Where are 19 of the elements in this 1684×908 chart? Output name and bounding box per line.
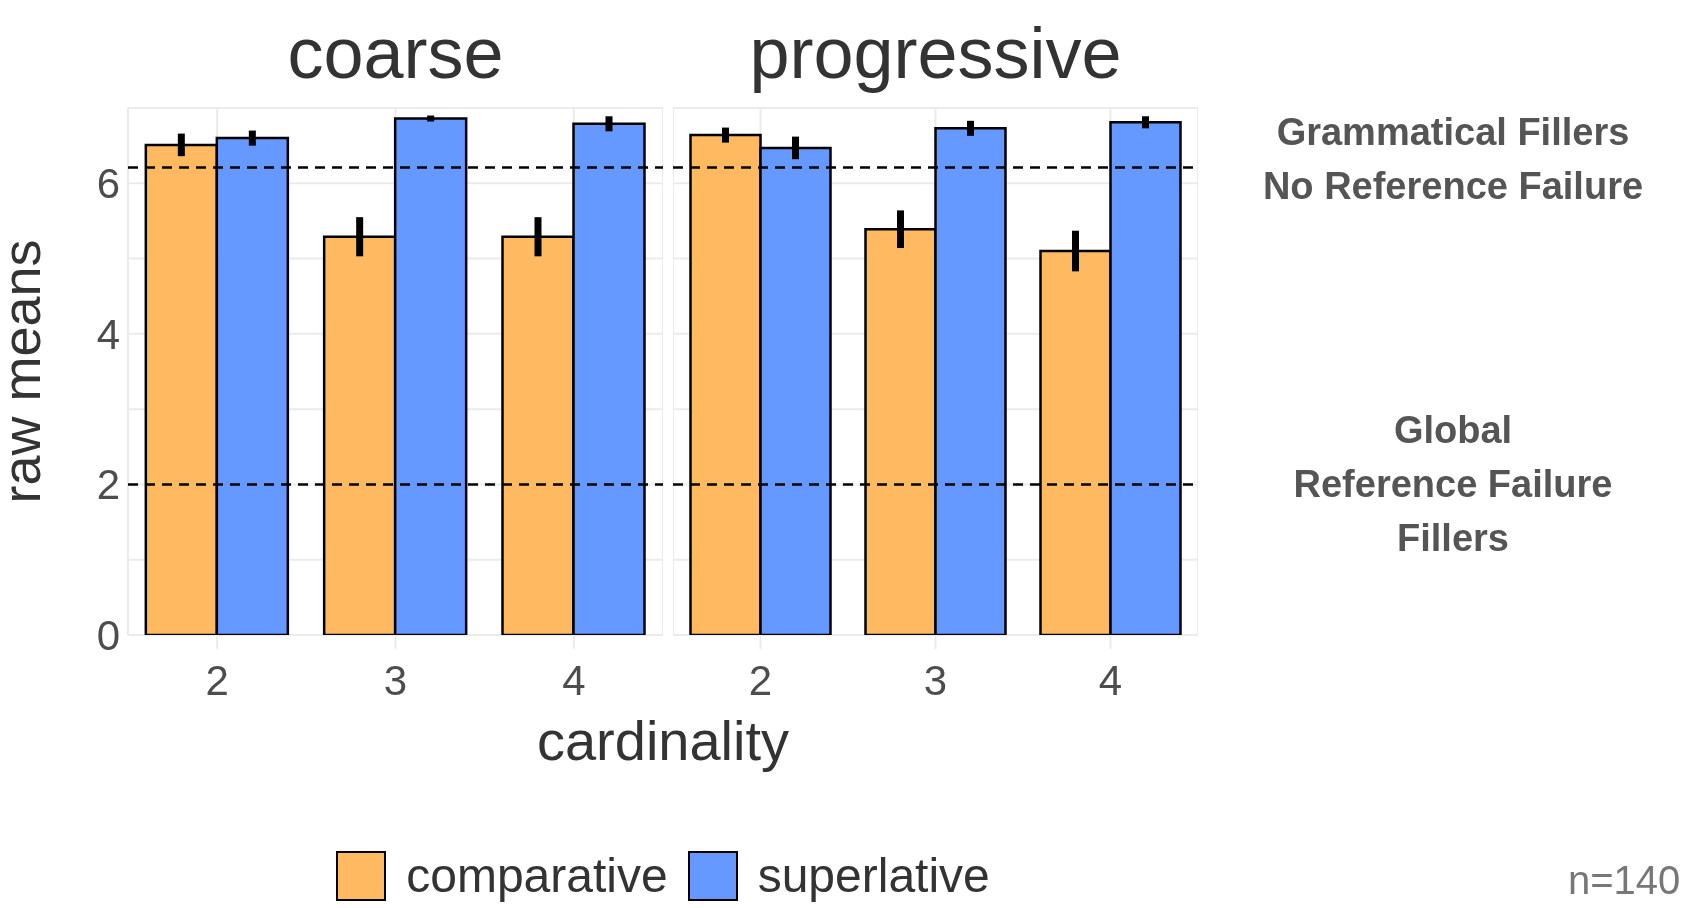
legend-label: comparative [406,848,668,903]
y-tick-label: 4 [96,310,120,358]
x-tick-label: 3 [923,656,948,704]
chart-title: coarse [286,12,505,95]
chart-title: progressive [748,12,1123,95]
y-axis-title: raw means [0,239,52,504]
x-tick-label: 2 [205,656,229,704]
x-tick-label: 4 [562,656,586,704]
y-tick-label: 0 [96,611,120,659]
x-tick-label: 3 [383,656,408,704]
ref-line-label: Grammatical Fillers No Reference Failure [1261,110,1645,210]
ref-line-label: Global Reference Failure Fillers [1292,408,1614,562]
y-tick-label: 2 [96,461,120,509]
x-tick-label: 2 [748,656,773,704]
x-axis-title: cardinality [535,708,791,773]
y-tick-label: 6 [96,160,120,208]
legend-label: superlative [757,848,990,903]
x-tick-label: 4 [1098,656,1123,704]
text: n=140 [1568,858,1681,903]
